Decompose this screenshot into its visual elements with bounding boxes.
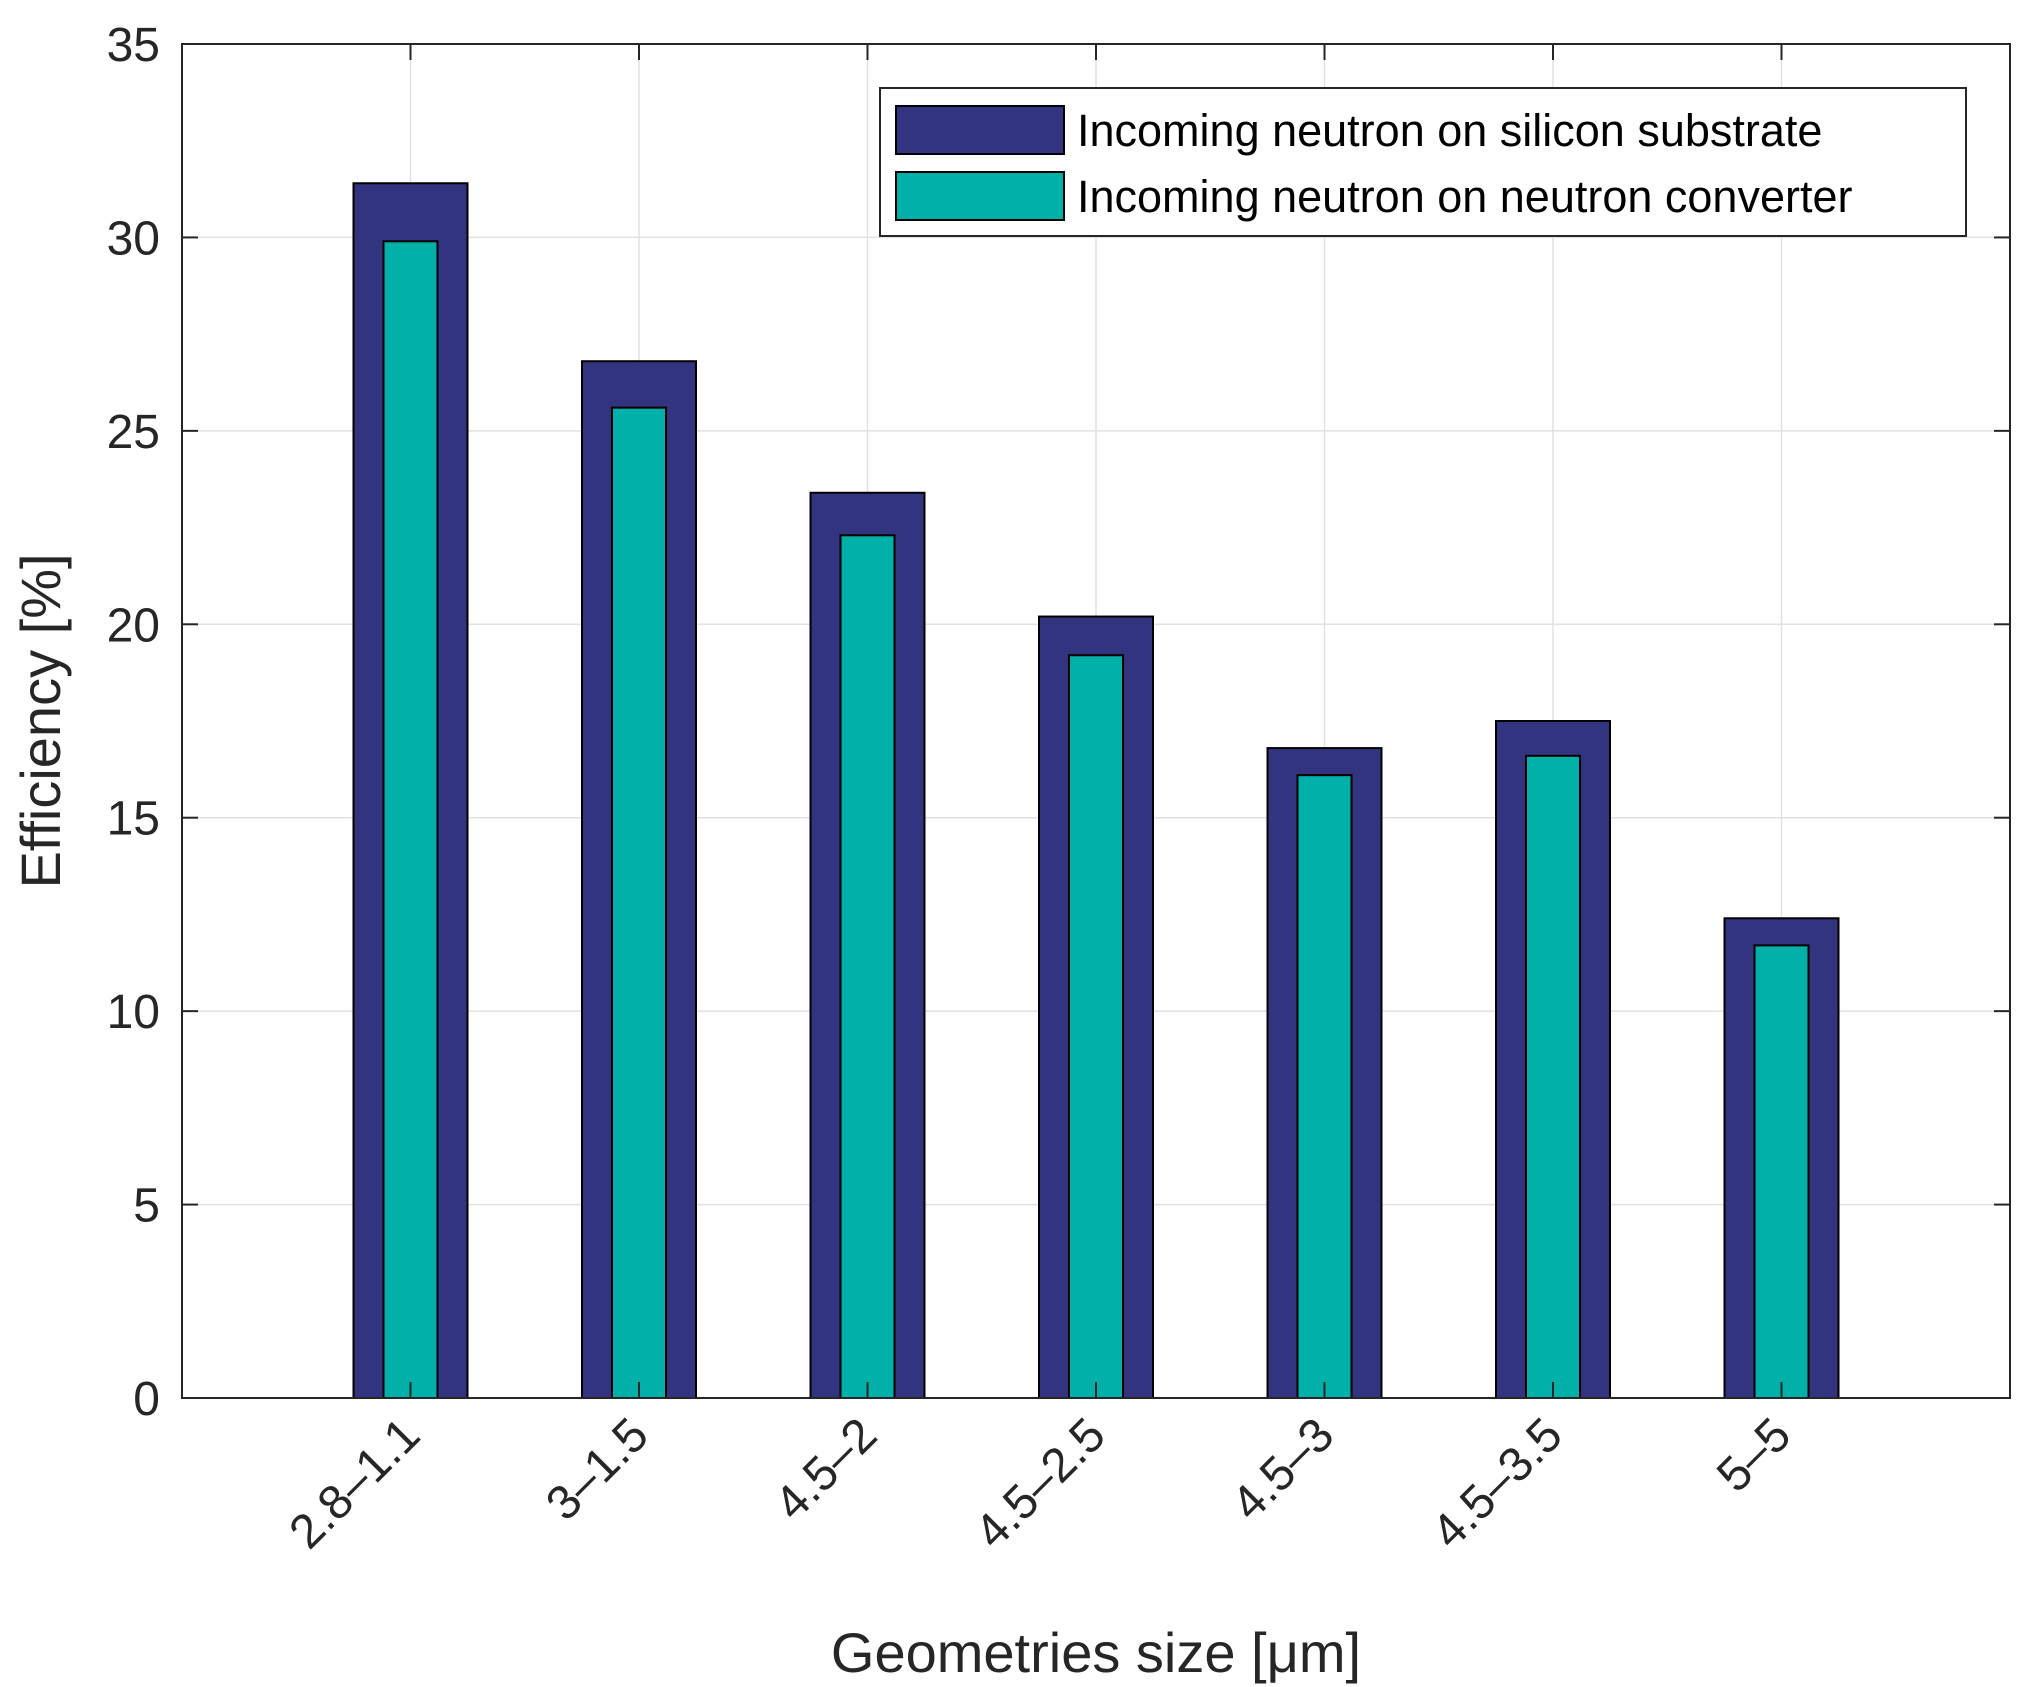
bar-neutron-converter bbox=[1753, 944, 1810, 1399]
bar-neutron-converter bbox=[1296, 774, 1353, 1399]
legend: Incoming neutron on silicon substrate In… bbox=[879, 87, 1967, 237]
legend-swatch-silicon-substrate bbox=[895, 105, 1065, 155]
x-axis-label: Geometries size [μm] bbox=[831, 1621, 1361, 1684]
bar-neutron-converter bbox=[1068, 654, 1124, 1399]
y-axis-label: Efficiency [%] bbox=[9, 553, 72, 888]
bars bbox=[352, 182, 1840, 1400]
y-tick-label: 30 bbox=[107, 212, 160, 265]
y-tick-label: 20 bbox=[107, 599, 160, 652]
y-tick-label: 5 bbox=[133, 1180, 160, 1233]
y-tick-label: 25 bbox=[107, 406, 160, 459]
legend-label-neutron-converter: Incoming neutron on neutron converter bbox=[1077, 171, 1852, 222]
y-tick-label: 35 bbox=[107, 19, 160, 72]
y-tick-label: 15 bbox=[107, 793, 160, 846]
y-tick-label: 10 bbox=[107, 986, 160, 1039]
legend-swatch-neutron-converter bbox=[895, 171, 1065, 221]
legend-label-silicon-substrate: Incoming neutron on silicon substrate bbox=[1077, 105, 1822, 156]
bar-neutron-converter bbox=[382, 240, 439, 1400]
y-tick-label: 0 bbox=[133, 1373, 160, 1426]
bar-neutron-converter bbox=[1525, 754, 1581, 1399]
bar-neutron-converter bbox=[839, 534, 896, 1399]
bar-neutron-converter bbox=[611, 406, 667, 1400]
